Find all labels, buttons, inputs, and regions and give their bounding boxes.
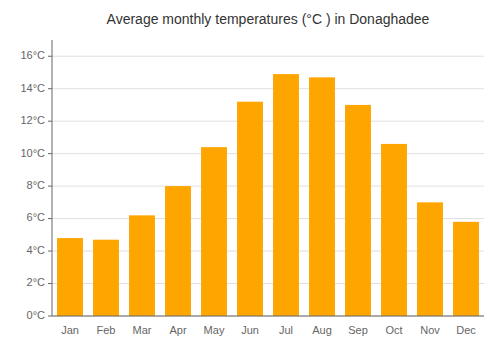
- x-tick-label: Aug: [312, 324, 332, 336]
- y-tick-label: 0°C: [27, 309, 46, 321]
- y-tick-label: 16°C: [20, 49, 45, 61]
- x-tick-label: May: [204, 324, 225, 336]
- grid-line: [52, 56, 484, 57]
- x-tick-label: Jan: [61, 324, 79, 336]
- y-tick: [48, 56, 52, 57]
- y-tick-label: 8°C: [27, 179, 46, 191]
- x-tick-label: Oct: [385, 324, 402, 336]
- bar: [57, 238, 83, 316]
- chart: Average monthly temperatures (°C ) in Do…: [0, 0, 500, 350]
- bar: [381, 144, 407, 316]
- y-tick-label: 6°C: [27, 211, 46, 223]
- grid-line: [52, 186, 484, 187]
- bar: [345, 105, 371, 316]
- y-tick-label: 14°C: [20, 82, 45, 94]
- bar: [309, 77, 335, 316]
- y-axis-labels: 0°C 2°C 4°C 6°C 8°C 10°C 12°C 14°C 16°C: [20, 49, 52, 321]
- y-tick: [48, 121, 52, 122]
- grid-line: [52, 316, 484, 317]
- y-axis-line: [52, 40, 53, 316]
- chart-container: Average monthly temperatures (°C ) in Do…: [0, 0, 500, 350]
- bar: [201, 147, 227, 316]
- x-tick-label: Dec: [456, 324, 476, 336]
- x-tick-label: Feb: [97, 324, 116, 336]
- x-tick-label: Nov: [420, 324, 440, 336]
- x-tick-label: Jul: [279, 324, 293, 336]
- y-tick: [48, 251, 52, 252]
- bar: [417, 202, 443, 316]
- y-tick: [48, 153, 52, 154]
- bars: [57, 74, 479, 316]
- y-tick: [48, 218, 52, 219]
- grid-line: [52, 121, 484, 122]
- x-tick-label: Apr: [169, 324, 186, 336]
- x-tick-label: Mar: [133, 324, 152, 336]
- x-axis-line: [52, 316, 484, 317]
- bar: [453, 222, 479, 316]
- grid-line: [52, 88, 484, 89]
- title: Average monthly temperatures (°C ) in Do…: [107, 11, 430, 27]
- y-tick: [48, 88, 52, 89]
- grid-line: [52, 153, 484, 154]
- bar: [273, 74, 299, 316]
- axes: [52, 40, 484, 316]
- bar: [165, 186, 191, 316]
- y-tick-label: 12°C: [20, 114, 45, 126]
- bar: [237, 102, 263, 316]
- x-tick-label: Jun: [241, 324, 259, 336]
- bar: [93, 240, 119, 316]
- x-tick-label: Sep: [348, 324, 368, 336]
- y-tick-label: 10°C: [20, 147, 45, 159]
- x-axis-labels: Jan Feb Mar Apr May Jun Jul Aug Sep Oct Nov Dec: [61, 324, 476, 336]
- grid: [52, 56, 484, 316]
- y-tick: [48, 186, 52, 187]
- y-tick: [48, 316, 52, 317]
- y-tick-label: 4°C: [27, 244, 46, 256]
- bar: [129, 215, 155, 316]
- y-tick: [48, 283, 52, 284]
- y-tick-label: 2°C: [27, 276, 46, 288]
